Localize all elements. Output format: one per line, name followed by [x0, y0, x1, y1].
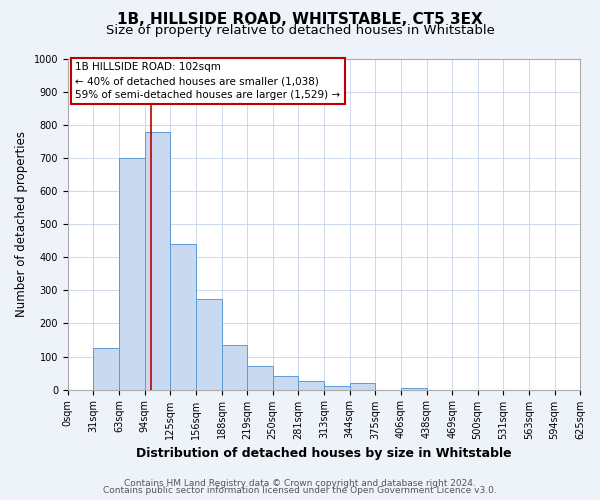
Bar: [93, 348, 119, 390]
Bar: [222, 345, 247, 390]
Bar: [170, 244, 196, 390]
Text: 1B, HILLSIDE ROAD, WHITSTABLE, CT5 3EX: 1B, HILLSIDE ROAD, WHITSTABLE, CT5 3EX: [117, 12, 483, 28]
Bar: [298, 382, 324, 390]
Bar: [350, 383, 375, 390]
Text: Contains HM Land Registry data © Crown copyright and database right 2024.: Contains HM Land Registry data © Crown c…: [124, 478, 476, 488]
Bar: [401, 388, 427, 390]
Text: 1B HILLSIDE ROAD: 102sqm
← 40% of detached houses are smaller (1,038)
59% of sem: 1B HILLSIDE ROAD: 102sqm ← 40% of detach…: [76, 62, 341, 100]
Text: Size of property relative to detached houses in Whitstable: Size of property relative to detached ho…: [106, 24, 494, 37]
Bar: [145, 132, 170, 390]
Bar: [324, 386, 350, 390]
X-axis label: Distribution of detached houses by size in Whitstable: Distribution of detached houses by size …: [136, 447, 512, 460]
Bar: [119, 158, 145, 390]
Text: Contains public sector information licensed under the Open Government Licence v3: Contains public sector information licen…: [103, 486, 497, 495]
Bar: [247, 366, 272, 390]
Bar: [272, 376, 298, 390]
Bar: [196, 298, 222, 390]
Y-axis label: Number of detached properties: Number of detached properties: [15, 132, 28, 318]
